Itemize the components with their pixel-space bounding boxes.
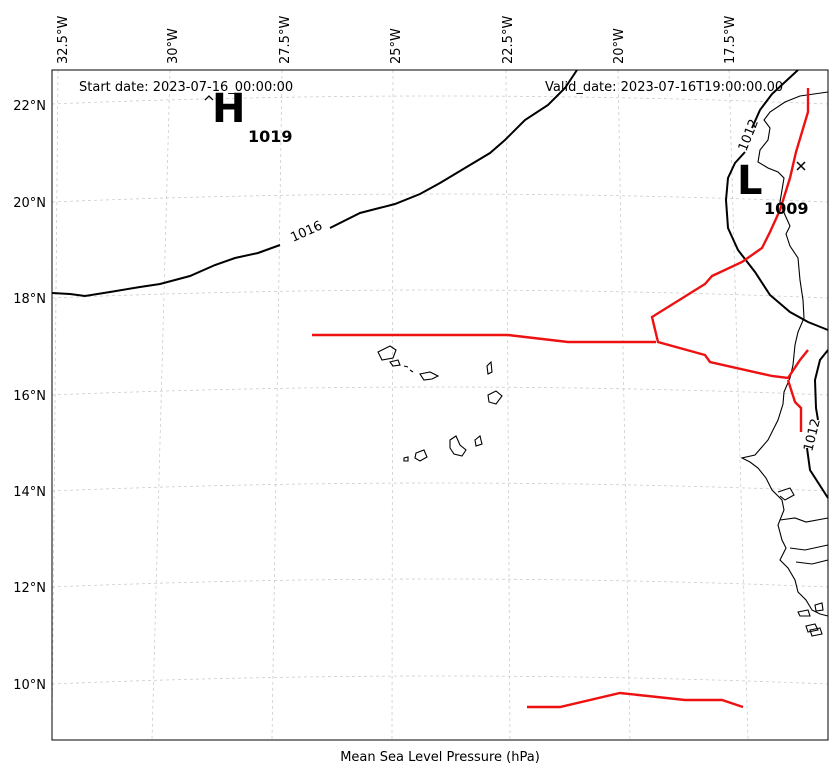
isobars [51, 69, 829, 499]
lon-tick-label: 25°W [389, 28, 404, 64]
graticule [51, 69, 829, 741]
island-fogo [414, 449, 428, 462]
parallel-22n [51, 95, 829, 105]
trough-line-north [650, 88, 810, 432]
island-sao-nicolau [419, 371, 440, 381]
isobar-1012-south [806, 349, 829, 499]
parallel-10n [51, 675, 829, 685]
trough-line-south [527, 691, 744, 709]
lon-tick-label: 27.5°W [278, 16, 293, 64]
meridian-17-5w [728, 69, 749, 741]
island-boa-vista [487, 390, 503, 405]
start-date-label: Start date: 2023-07-16_00:00:00 [79, 80, 293, 95]
fronts [312, 88, 810, 709]
isobar-1016 [51, 69, 578, 298]
lon-tick-label: 22.5°W [501, 16, 516, 64]
low-pressure-letter: L [737, 158, 763, 204]
lon-tick-label: 30°W [166, 28, 181, 64]
island-santiago [449, 435, 467, 457]
contour-label-1012-south: 1012 [801, 417, 824, 453]
lat-tick-label: 18°N [13, 292, 46, 307]
island-sal [486, 360, 493, 375]
meridian-20w [617, 69, 631, 741]
contour-label-1016: 1016 [289, 218, 325, 245]
meridian-25w [391, 69, 394, 741]
cross-icon [796, 161, 806, 171]
meridian-22-5w [505, 69, 511, 741]
lat-tick-label: 20°N [13, 196, 46, 211]
high-center-marker [204, 95, 214, 101]
parallel-20n [51, 193, 829, 203]
guinea-bissau-islands [779, 517, 829, 565]
lat-tick-label: 16°N [13, 389, 46, 404]
meridian-30w [151, 69, 171, 741]
latitude-ticks: 22°N 20°N 18°N 16°N 14°N 12°N 10°N [13, 99, 46, 693]
contour-label-1012-north: 1012 [736, 117, 762, 153]
parallel-12n [51, 578, 829, 588]
longitude-ticks: 32.5°W 30°W 27.5°W 25°W 22.5°W 20°W 17.5… [56, 16, 738, 64]
lon-tick-label: 20°W [612, 28, 627, 64]
parallel-16n [51, 386, 829, 396]
lon-tick-label: 17.5°W [723, 16, 738, 64]
high-pressure-letter: H [212, 86, 245, 132]
meridian-32-5w [51, 69, 59, 741]
isobar-1012 [724, 69, 829, 331]
lon-tick-label: 32.5°W [56, 16, 71, 64]
parallel-14n [51, 482, 829, 492]
gambia-inlet [777, 487, 795, 501]
map-caption: Mean Sea Level Pressure (hPa) [340, 750, 540, 765]
lat-tick-label: 14°N [13, 485, 46, 500]
cape-verde-islands [377, 345, 503, 462]
meridian-27-5w [271, 69, 283, 741]
island-santo-antao [377, 345, 397, 361]
africa-coast [740, 91, 829, 617]
lat-tick-label: 12°N [13, 581, 46, 596]
trough-line-horizontal [312, 333, 656, 344]
coastline [740, 91, 829, 637]
island-brava [403, 456, 409, 462]
map-frame [51, 69, 829, 741]
parallel-18n [51, 289, 829, 299]
low-center-marker [796, 161, 806, 171]
high-pressure-value: 1019 [248, 127, 293, 146]
island-sao-vicente [389, 359, 401, 367]
low-pressure-value: 1009 [764, 199, 809, 218]
coast-islands-south [797, 602, 824, 637]
island-santa-luzia [403, 365, 414, 373]
valid-date-label: Valid_date: 2023-07-16T19:00:00.00 [545, 80, 783, 95]
lat-tick-label: 10°N [13, 678, 46, 693]
lat-tick-label: 22°N [13, 99, 46, 114]
island-maio [474, 435, 483, 447]
